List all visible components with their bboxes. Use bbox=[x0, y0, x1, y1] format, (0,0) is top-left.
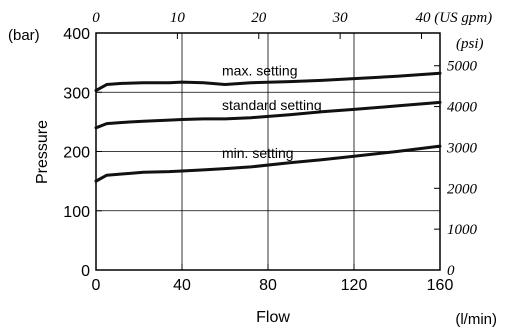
x-tick-label: 80 bbox=[259, 277, 277, 294]
top-axis-tick-label: 0 bbox=[92, 10, 100, 26]
y-axis-label: Pressure bbox=[34, 120, 51, 184]
top-axis-tick-label: 10 bbox=[170, 10, 186, 26]
top-axis-tick-label: 40 (US gpm) bbox=[416, 10, 493, 26]
right-axis-tick-label: 4000 bbox=[447, 100, 478, 116]
top-axis-tick-label: 30 bbox=[332, 10, 349, 26]
right-axis-tick-label: 0 bbox=[447, 263, 455, 279]
x-tick-label: 0 bbox=[92, 277, 101, 294]
series-line-1 bbox=[94, 100, 442, 130]
right-axis-tick-label: 5000 bbox=[447, 59, 478, 75]
series-lines bbox=[94, 71, 442, 183]
x-tick-label: 40 bbox=[173, 277, 191, 294]
series-label-0: max. setting bbox=[222, 63, 297, 79]
x-axis-unit: (l/min) bbox=[455, 311, 497, 328]
x-axis-label: Flow bbox=[256, 309, 290, 326]
right-axis-tick-label: 1000 bbox=[447, 222, 478, 238]
y-tick-label: 100 bbox=[63, 204, 90, 221]
x-tick-label: 160 bbox=[427, 277, 454, 294]
y-tick-label: 300 bbox=[63, 85, 90, 102]
series-line-2 bbox=[94, 144, 442, 183]
y-tick-label: 400 bbox=[63, 26, 90, 43]
series-line-0 bbox=[94, 71, 442, 92]
tick-marks bbox=[95, 32, 441, 271]
right-axis-tick-label: 2000 bbox=[447, 181, 478, 197]
y-axis-unit: (bar) bbox=[8, 27, 40, 44]
grid-lines bbox=[96, 33, 440, 270]
right-axis-unit: (psi) bbox=[456, 36, 484, 52]
right-axis-tick-label: 3000 bbox=[446, 140, 478, 156]
y-tick-label: 200 bbox=[63, 145, 90, 162]
y-tick-label: 0 bbox=[81, 263, 90, 280]
series-label-2: min. setting bbox=[222, 145, 294, 161]
x-tick-label: 120 bbox=[341, 277, 368, 294]
top-axis-tick-label: 20 bbox=[251, 10, 267, 26]
series-label-1: standard setting bbox=[222, 97, 322, 113]
